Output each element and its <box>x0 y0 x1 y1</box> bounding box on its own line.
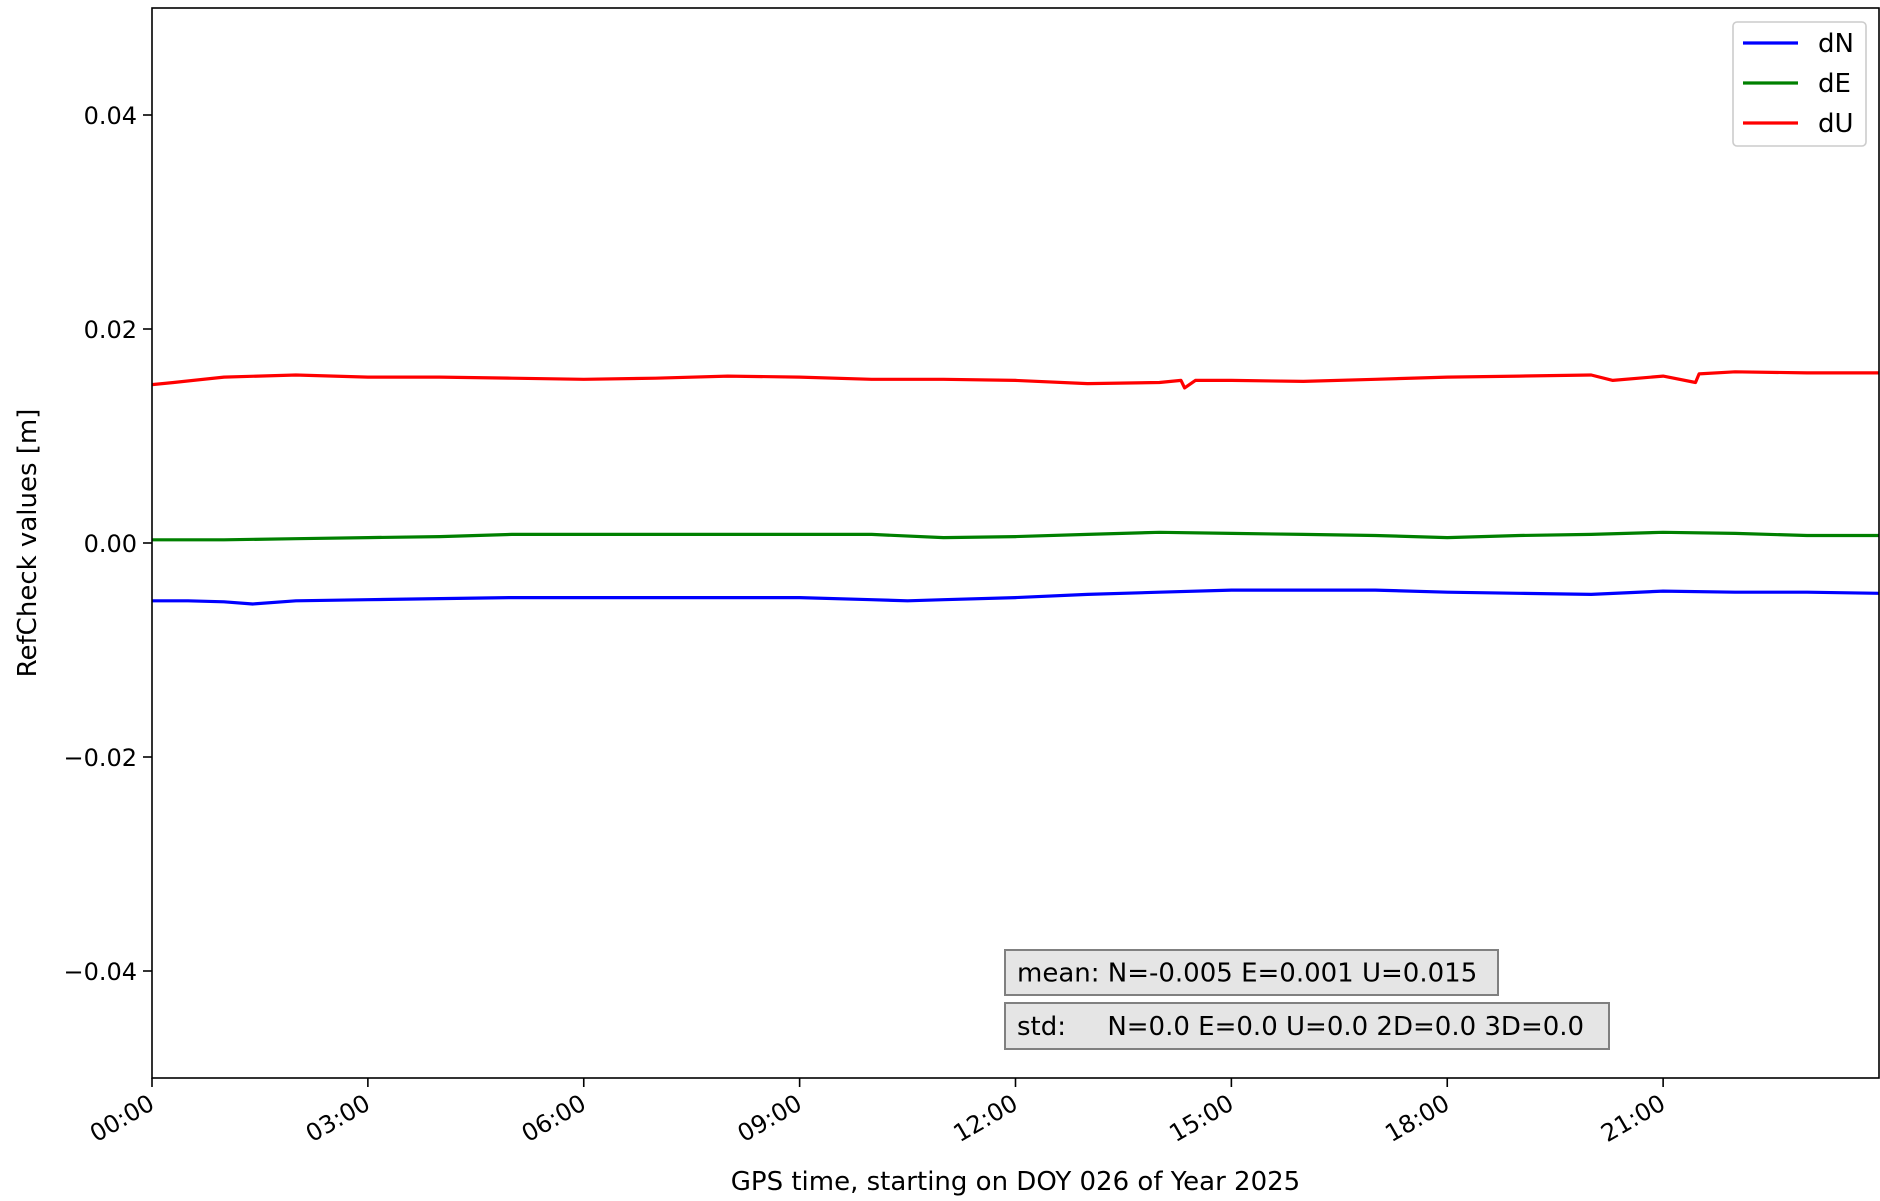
annotation-box <box>1004 949 1499 996</box>
y-axis-label: RefCheck values [m] <box>13 409 43 678</box>
plot-area <box>151 370 1880 606</box>
legend-label-dU: dU <box>1818 109 1854 139</box>
y-tick-label: −0.02 <box>63 744 137 772</box>
y-tick-label: −0.04 <box>63 958 137 986</box>
series-line-dN <box>152 588 1880 606</box>
y-tick-label: 0.02 <box>84 316 137 344</box>
y-tick-label: 0.00 <box>84 530 137 558</box>
std-annotation: std: N=0.0 E=0.0 U=0.0 2D=0.0 3D=0.0 <box>1017 1012 1584 1042</box>
legend-label-dE: dE <box>1818 69 1851 99</box>
y-axis: −0.04 −0.02 0.00 0.02 0.04 <box>63 102 152 986</box>
y-tick-label: 0.04 <box>84 102 137 130</box>
series-line-dE <box>152 530 1879 542</box>
mean-annotation: mean: N=-0.005 E=0.001 U=0.015 <box>1017 959 1477 989</box>
legend-label-dN: dN <box>1818 29 1854 59</box>
stats-annotations: mean: N=-0.005 E=0.001 U=0.015 std: N=0.0… <box>1004 949 1610 1050</box>
legend-box <box>1732 21 1867 147</box>
series-line-dU <box>151 370 1879 390</box>
annotation-box <box>1004 1002 1610 1050</box>
legend: dN dE dU <box>1732 21 1867 147</box>
x-axis-label: GPS time, starting on DOY 026 of Year 20… <box>731 1167 1300 1197</box>
